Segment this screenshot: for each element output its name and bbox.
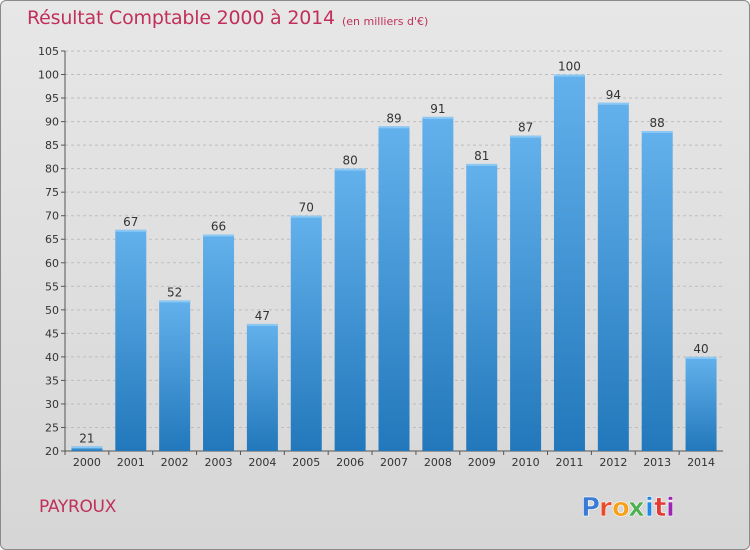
logo-letter: t [654, 493, 666, 523]
bar-highlight [159, 300, 191, 303]
labels: 20 25 30 35 40 45 50 55 60 65 70 75 80 85 90 95 100 105 21… [38, 45, 715, 469]
value-label: 52 [167, 285, 182, 299]
bar-highlight [685, 356, 717, 359]
x-tick-label: 2014 [687, 456, 715, 469]
bar-2008 [422, 116, 454, 451]
value-label: 94 [606, 88, 621, 102]
y-tick-label: 100 [38, 69, 59, 82]
bars [71, 74, 717, 452]
y-tick-label: 35 [45, 374, 59, 387]
bar-highlight [115, 229, 147, 232]
value-label: 80 [342, 154, 357, 168]
x-tick-label: 2009 [468, 456, 496, 469]
bar-highlight [466, 163, 498, 166]
chart-subtitle: (en milliers d'€) [342, 15, 429, 28]
bar-2007 [378, 126, 410, 451]
value-label: 70 [299, 201, 314, 215]
x-tick-label: 2013 [643, 456, 671, 469]
bar-2010 [510, 135, 542, 452]
value-label: 81 [474, 149, 489, 163]
x-tick-label: 2002 [161, 456, 189, 469]
bar-2014 [685, 356, 717, 451]
x-tick-label: 2011 [555, 456, 583, 469]
bar-2005 [290, 215, 322, 451]
bar-highlight [641, 131, 673, 133]
bar-2012 [597, 102, 629, 451]
value-label: 40 [693, 342, 708, 356]
bar-2000 [71, 446, 103, 451]
x-tick-label: 2001 [117, 456, 145, 469]
x-tick-label: 2012 [599, 456, 627, 469]
value-label: 21 [79, 431, 94, 445]
logo-letter: i [645, 493, 654, 523]
y-tick-label: 45 [45, 327, 59, 340]
logo-letter: r [599, 493, 612, 523]
y-tick-label: 60 [45, 257, 59, 270]
y-tick-label: 20 [45, 445, 59, 458]
chart-title: Résultat Comptable 2000 à 2014 [27, 7, 335, 29]
value-label: 100 [558, 60, 581, 74]
bar-highlight [422, 116, 454, 119]
bar-highlight [334, 168, 366, 171]
logo-letter: x [628, 493, 645, 523]
value-label: 47 [255, 309, 270, 323]
bar-highlight [553, 74, 585, 77]
bar-2001 [115, 229, 147, 451]
bar-highlight [510, 135, 542, 138]
value-label: 87 [518, 121, 533, 135]
x-tick-label: 2005 [292, 456, 320, 469]
bar-2002 [159, 300, 191, 451]
value-label: 67 [123, 215, 138, 229]
value-label: 89 [386, 111, 401, 125]
y-tick-label: 90 [45, 116, 59, 129]
y-tick-label: 95 [45, 92, 59, 105]
bar-highlight [597, 102, 629, 105]
bar-highlight [203, 234, 235, 237]
y-tick-label: 105 [38, 45, 59, 58]
value-label: 91 [430, 102, 445, 116]
x-tick-label: 2007 [380, 456, 408, 469]
bar-2003 [203, 234, 235, 451]
y-tick-label: 70 [45, 210, 59, 223]
y-tick-label: 30 [45, 398, 59, 411]
bar-2013 [641, 131, 673, 451]
y-tick-label: 25 [45, 421, 59, 434]
x-tick-label: 2008 [424, 456, 452, 469]
y-tick-label: 55 [45, 280, 59, 293]
bar-highlight [378, 126, 410, 129]
bar-highlight [290, 215, 322, 218]
bar-highlight [71, 446, 103, 449]
y-tick-label: 50 [45, 304, 59, 317]
bar-2004 [246, 323, 278, 451]
x-tick-label: 2000 [73, 456, 101, 469]
logo-letter: o [612, 493, 630, 523]
bar-highlight [246, 323, 278, 326]
bar-2011 [553, 74, 585, 451]
bar-2009 [466, 163, 498, 452]
bar-2006 [334, 168, 366, 451]
x-tick-label: 2004 [248, 456, 276, 469]
x-tick-label: 2003 [205, 456, 233, 469]
y-tick-label: 85 [45, 139, 59, 152]
y-tick-label: 80 [45, 163, 59, 176]
x-tick-label: 2006 [336, 456, 364, 469]
y-tick-label: 65 [45, 233, 59, 246]
value-label: 66 [211, 220, 226, 234]
y-tick-label: 40 [45, 351, 59, 364]
y-tick-label: 75 [45, 186, 59, 199]
logo-letter: i [666, 493, 675, 523]
x-tick-label: 2010 [512, 456, 540, 469]
logo-letter: P [581, 493, 600, 523]
commune-name: PAYROUX [39, 497, 117, 517]
proxiti-logo: Pr ox i t i [581, 493, 676, 523]
value-label: 88 [650, 116, 665, 130]
